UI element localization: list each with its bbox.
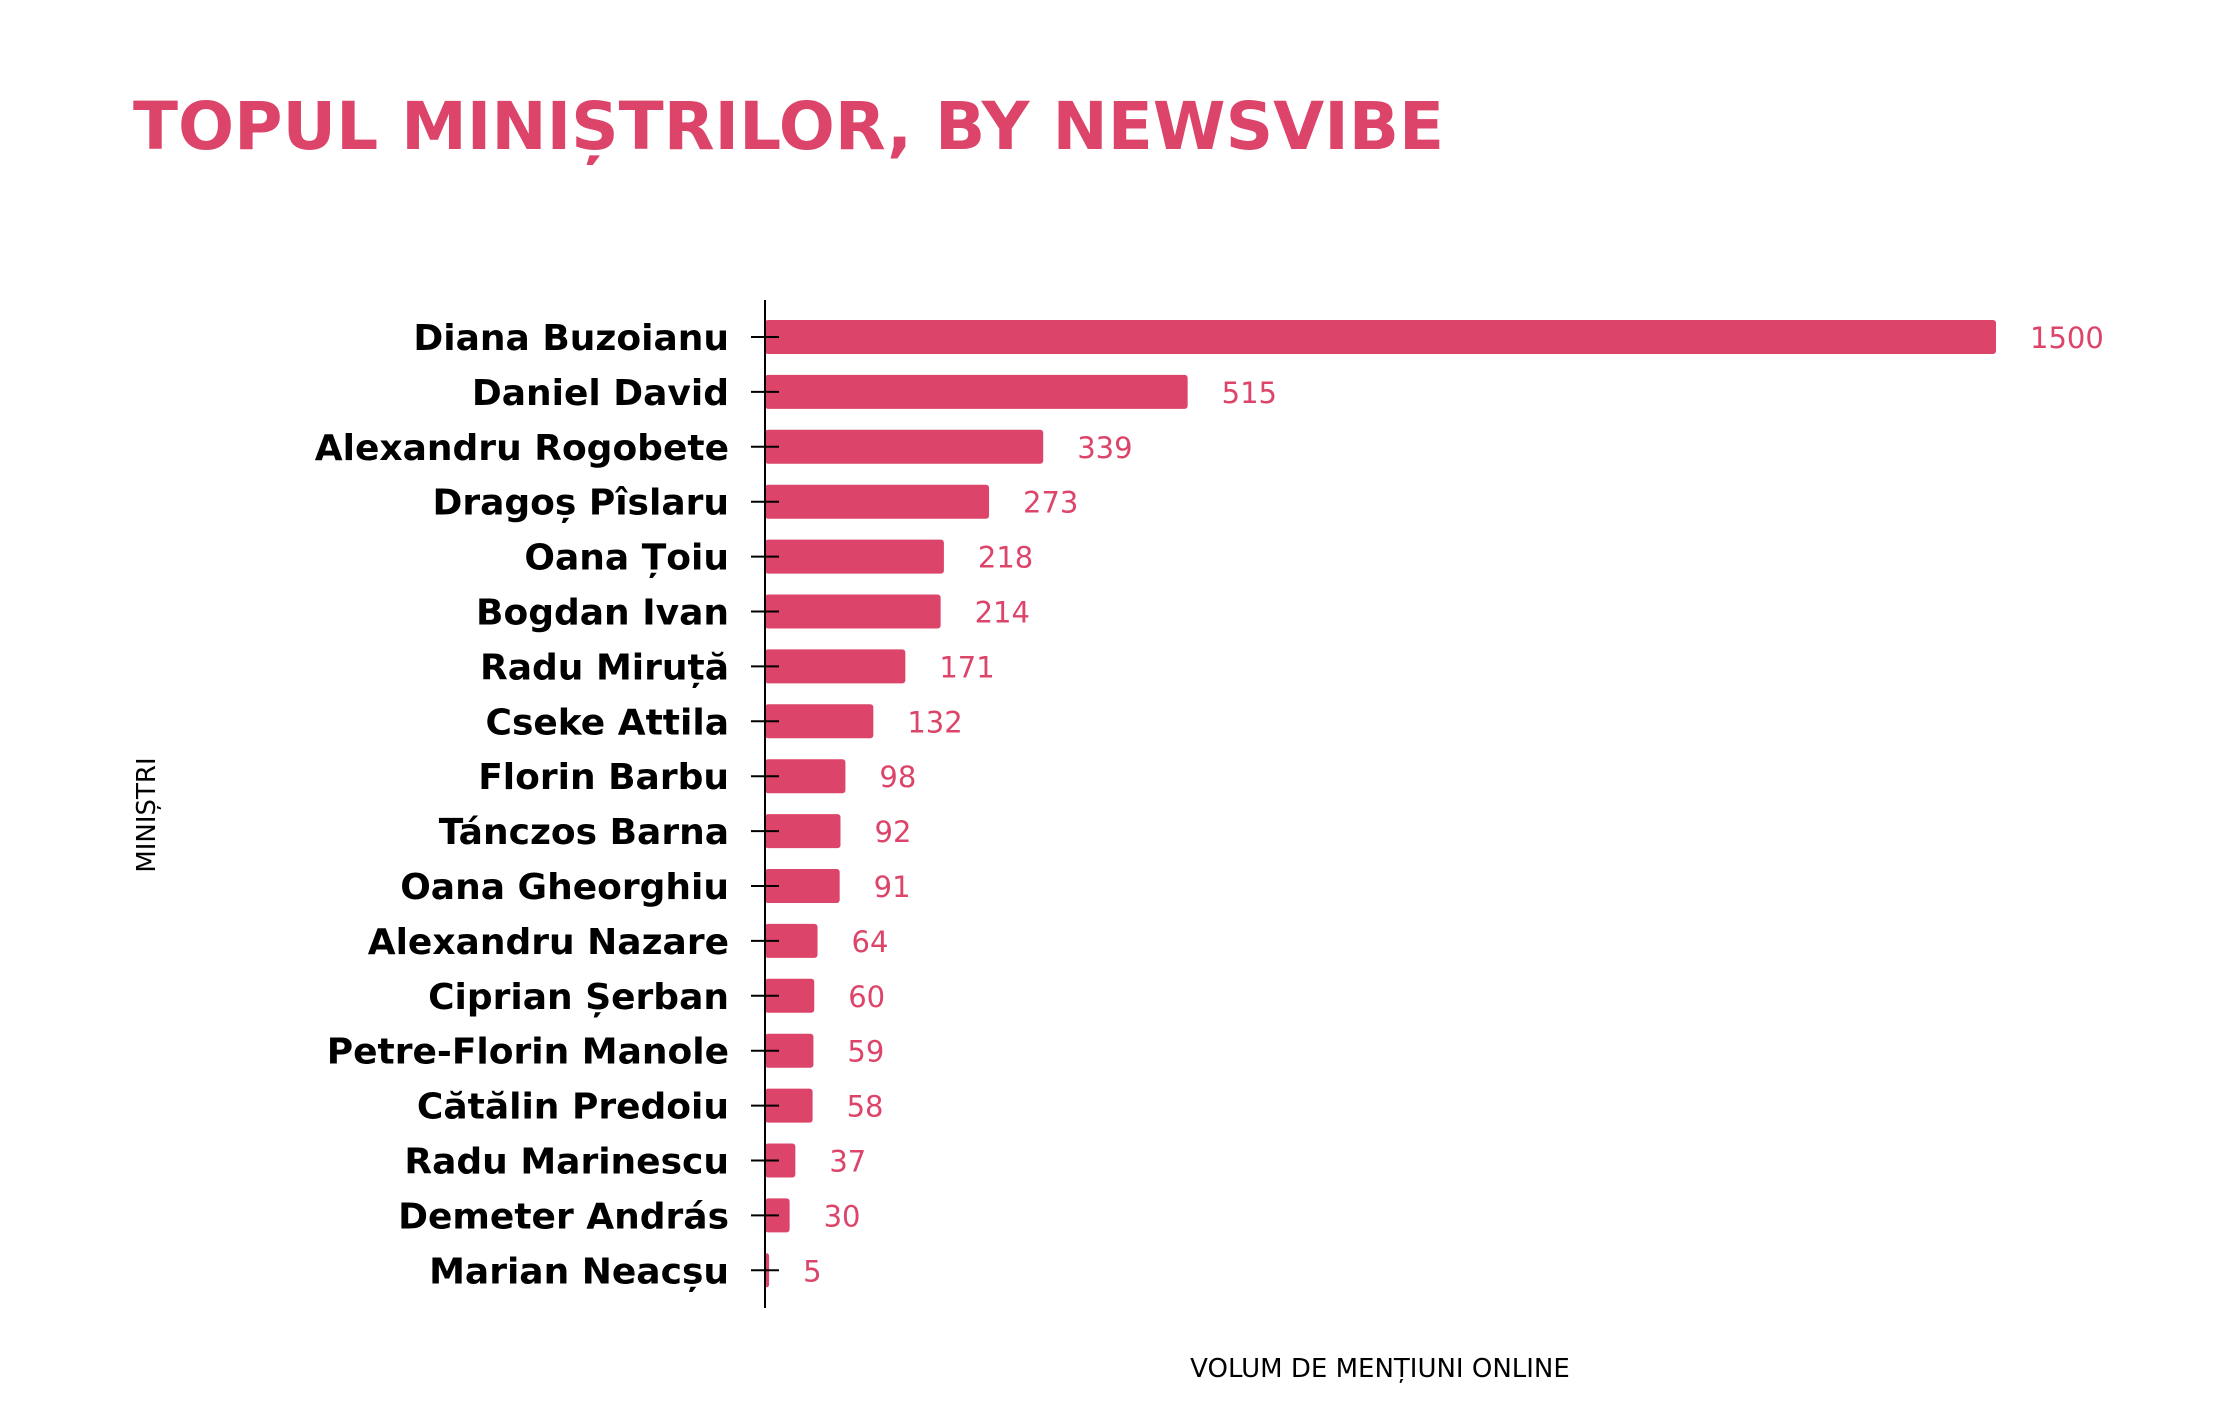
y-tick-label: Radu Miruță — [480, 647, 729, 688]
y-tick-label: Demeter András — [398, 1196, 729, 1237]
data-label: 64 — [852, 925, 889, 959]
data-label: 132 — [907, 705, 962, 739]
y-tick-label: Tánczos Barna — [439, 812, 729, 853]
y-tick-label: Oana Țoiu — [524, 538, 729, 579]
data-label: 91 — [874, 870, 911, 904]
bar — [765, 649, 906, 684]
y-axis-label: MINIȘTRI — [132, 757, 162, 872]
bar — [765, 978, 815, 1013]
data-label: 98 — [879, 760, 916, 794]
data-label: 60 — [848, 980, 885, 1014]
y-tick-label: Dragoș Pîslaru — [432, 483, 729, 524]
y-tick-label: Alexandru Rogobete — [315, 428, 729, 469]
data-label: 218 — [978, 541, 1033, 575]
y-tick-label: Ciprian Șerban — [428, 977, 729, 1018]
bar — [765, 1088, 813, 1123]
x-axis-label: VOLUM DE MENȚIUNI ONLINE — [1190, 1354, 1570, 1384]
bar — [765, 814, 841, 849]
bar — [765, 704, 874, 739]
bar — [765, 539, 944, 574]
y-tick-label: Petre-Florin Manole — [327, 1032, 729, 1073]
bar — [765, 923, 818, 958]
y-tick-label: Diana Buzoianu — [413, 318, 729, 359]
y-tick-label: Cseke Attila — [486, 702, 729, 743]
data-label: 92 — [875, 815, 912, 849]
data-label: 273 — [1023, 486, 1078, 520]
data-label: 59 — [847, 1035, 884, 1069]
bar — [765, 429, 1044, 464]
data-label: 37 — [829, 1145, 866, 1179]
data-label: 1500 — [2030, 321, 2104, 355]
bar — [765, 484, 990, 519]
data-label: 5 — [803, 1254, 821, 1288]
bar — [765, 1033, 814, 1068]
y-tick-label: Bogdan Ivan — [476, 593, 729, 634]
bar — [765, 320, 1996, 354]
data-label: 58 — [847, 1090, 884, 1124]
y-tick-label: Cătălin Predoiu — [417, 1087, 729, 1128]
bar — [765, 1143, 796, 1178]
y-tick-label: Oana Gheorghiu — [400, 867, 729, 908]
y-tick-label: Florin Barbu — [478, 757, 729, 798]
y-tick-label: Radu Marinescu — [404, 1142, 729, 1183]
bar — [765, 759, 846, 794]
y-tick-label: Daniel David — [472, 373, 729, 414]
bar — [765, 374, 1188, 409]
data-label: 339 — [1077, 431, 1132, 465]
y-tick-label: Alexandru Nazare — [368, 922, 729, 963]
data-label: 30 — [824, 1199, 861, 1233]
bar — [765, 594, 941, 629]
bar — [765, 869, 840, 903]
y-tick-label: Marian Neacșu — [429, 1251, 729, 1292]
data-label: 214 — [975, 596, 1030, 630]
data-label: 171 — [939, 650, 994, 684]
chart-title: TOPUL MINIȘTRILOR, BY NEWSVIBE — [133, 88, 1445, 165]
data-label: 515 — [1222, 376, 1277, 410]
